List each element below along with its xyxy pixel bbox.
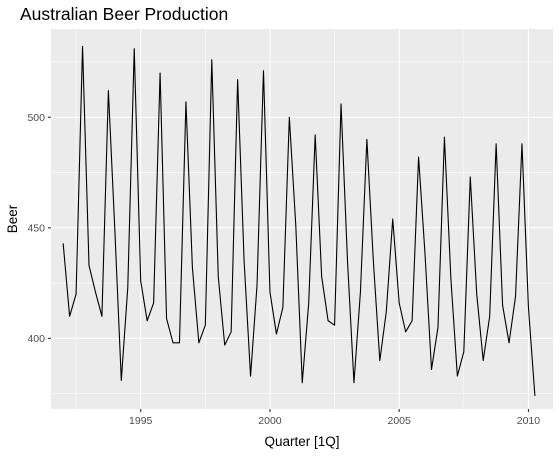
x-tick-label: 2010 [517,415,541,427]
chart-title: Australian Beer Production [20,4,228,24]
x-tick-label: 2005 [388,415,412,427]
y-tick-label: 400 [27,333,45,345]
x-axis-title: Quarter [1Q] [264,434,339,449]
beer-series-line [62,45,536,396]
y-tick-label: 450 [27,223,45,235]
y-tick-label: 500 [27,112,45,124]
y-axis-title: Beer [5,204,20,233]
x-tick-label: 2000 [258,415,282,427]
major-gridlines [51,29,553,409]
x-tick-label: 1995 [129,415,153,427]
x-axis: 1995 2000 2005 2010 [129,409,540,427]
plot-panel [51,29,553,409]
y-axis: 400 450 500 [27,112,51,345]
